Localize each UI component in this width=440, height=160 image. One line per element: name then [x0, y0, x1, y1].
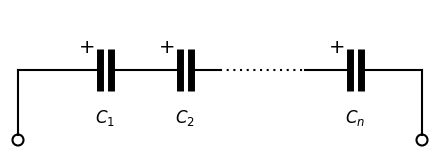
Text: +: + — [79, 39, 95, 57]
Text: $C_n$: $C_n$ — [345, 108, 365, 128]
Text: $C_2$: $C_2$ — [175, 108, 195, 128]
Text: +: + — [159, 39, 175, 57]
Text: +: + — [329, 39, 345, 57]
Text: $C_1$: $C_1$ — [95, 108, 115, 128]
